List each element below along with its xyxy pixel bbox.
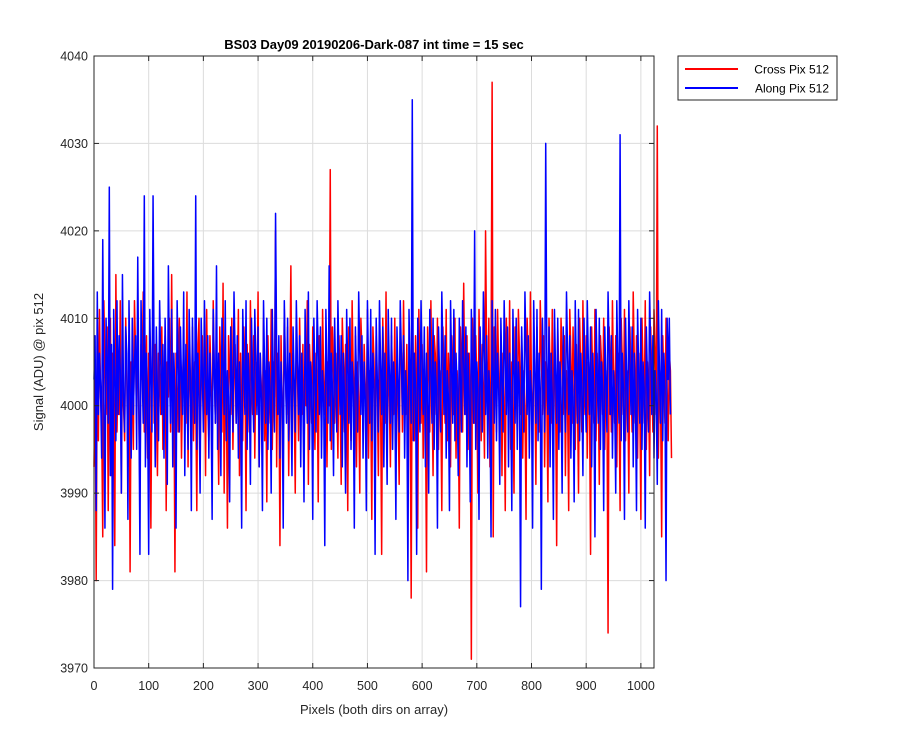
legend-label-along: Along Pix 512 <box>755 82 829 96</box>
x-tick-label: 1000 <box>627 679 655 693</box>
x-tick-label: 800 <box>521 679 542 693</box>
y-tick-label: 4040 <box>60 50 88 64</box>
legend[interactable]: Cross Pix 512 Along Pix 512 <box>677 55 838 101</box>
x-tick-label: 300 <box>248 679 269 693</box>
y-tick-label: 3970 <box>60 662 88 676</box>
axes-box <box>93 55 655 669</box>
y-axis-label: Signal (ADU) @ pix 512 <box>31 293 46 431</box>
x-axis-label: Pixels (both dirs on array) <box>300 702 448 717</box>
y-tick-label: 4030 <box>60 137 88 151</box>
x-tick-label: 700 <box>466 679 487 693</box>
series-line-1 <box>93 98 672 608</box>
axis-ticks: 0 100 200 300 400 500 600 700 800 900 1000 3970 3980… <box>60 50 655 694</box>
y-tick-label: 3990 <box>60 487 88 501</box>
x-tick-label: 500 <box>357 679 378 693</box>
x-tick-label: 200 <box>193 679 214 693</box>
y-tick-label: 3980 <box>60 574 88 588</box>
series-lines <box>93 81 673 661</box>
x-tick-label: 400 <box>302 679 323 693</box>
legend-label-cross: Cross Pix 512 <box>754 63 829 77</box>
legend-box <box>677 55 838 101</box>
x-tick-label: 900 <box>576 679 597 693</box>
x-tick-label: 0 <box>91 679 98 693</box>
y-tick-label: 4000 <box>60 399 88 413</box>
x-tick-label: 600 <box>412 679 433 693</box>
chart-title: BS03 Day09 20190206-Dark-087 int time = … <box>224 37 524 52</box>
y-tick-label: 4020 <box>60 224 88 238</box>
y-tick-label: 4010 <box>60 312 88 326</box>
x-tick-label: 100 <box>138 679 159 693</box>
